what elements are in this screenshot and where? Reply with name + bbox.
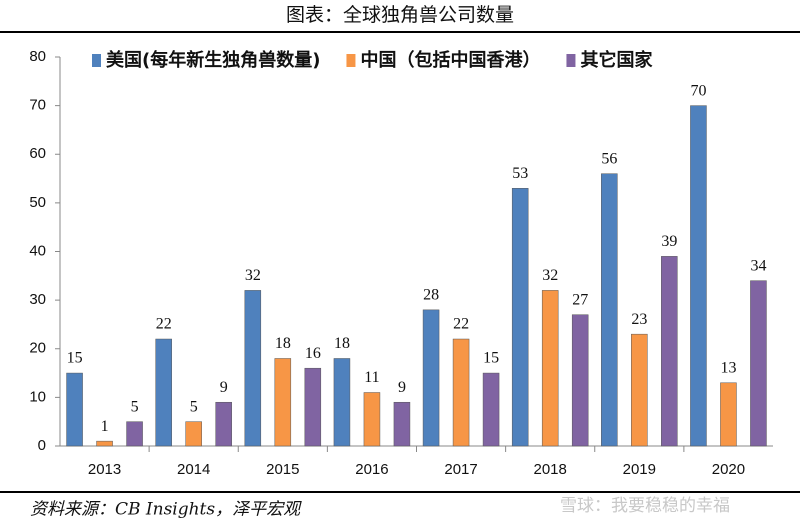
value-label: 5 [131,398,139,415]
bar [422,309,440,447]
value-label: 56 [601,150,617,167]
legend-swatch [92,54,101,67]
watermark: 雪球：我要稳稳的幸福 [560,496,730,516]
x-tick-label: 2020 [712,461,745,478]
value-label: 32 [542,267,558,284]
bar [690,105,707,447]
value-label: 9 [398,379,406,396]
bar [96,440,113,447]
bar [541,290,559,447]
x-tick-label: 2014 [177,461,210,478]
y-tick-label: 60 [29,145,46,162]
bar [750,280,767,447]
y-tick-label: 10 [29,388,46,405]
y-tick-label: 80 [29,48,46,65]
bar [66,372,83,447]
bar [482,372,500,447]
y-tick-label: 20 [29,340,46,357]
value-label: 23 [631,311,647,328]
x-tick-label: 2015 [266,461,299,478]
legend-label: 其它国家 [580,49,653,71]
legend-label: 中国（包括中国香港） [360,49,540,71]
value-label: 32 [245,267,261,284]
value-label: 5 [190,398,198,415]
value-label: 34 [750,257,766,274]
value-label: 27 [572,291,588,308]
x-tick-label: 2013 [88,461,121,478]
value-label: 15 [483,350,499,367]
value-label: 18 [334,335,350,352]
value-label: 28 [423,287,439,304]
value-label: 22 [156,316,172,333]
y-tick-label: 30 [29,291,46,308]
legend-label: 美国(每年新生独角兽数量) [106,49,320,71]
bar [571,314,589,447]
value-label: 13 [720,359,736,376]
value-label: 9 [220,379,228,396]
value-label: 22 [453,316,469,333]
bar [155,338,172,447]
x-tick-label: 2019 [623,461,656,478]
chart-title: 图表：全球独角兽公司数量 [286,4,514,26]
bar [126,421,143,447]
x-tick-label: 2016 [355,461,388,478]
value-label: 16 [305,345,321,362]
y-tick-label: 50 [29,194,46,211]
bar [452,338,470,447]
value-label: 15 [67,350,83,367]
bar [274,358,292,447]
bar [363,392,381,447]
bar [511,188,529,447]
bar [631,333,648,447]
bar [393,401,411,447]
bar [304,367,322,447]
bar [215,401,232,447]
x-tick-label: 2018 [534,461,567,478]
legend-swatch [566,54,576,67]
value-label: 11 [364,369,379,386]
y-tick-label: 0 [38,437,46,454]
value-label: 1 [101,418,109,435]
value-label: 18 [275,335,291,352]
y-tick-label: 40 [29,242,46,259]
source: 资料来源：CB Insights，泽平宏观 [30,500,302,520]
value-label: 39 [661,233,677,250]
bar [333,358,351,447]
bar [601,173,618,447]
value-label: 53 [512,165,528,182]
bar [244,290,262,447]
legend-swatch [346,54,356,67]
bar [661,256,678,447]
bar [185,421,202,447]
value-label: 70 [690,82,706,99]
y-tick-label: 70 [29,97,46,114]
bar [720,382,737,447]
x-tick-label: 2017 [444,461,477,478]
